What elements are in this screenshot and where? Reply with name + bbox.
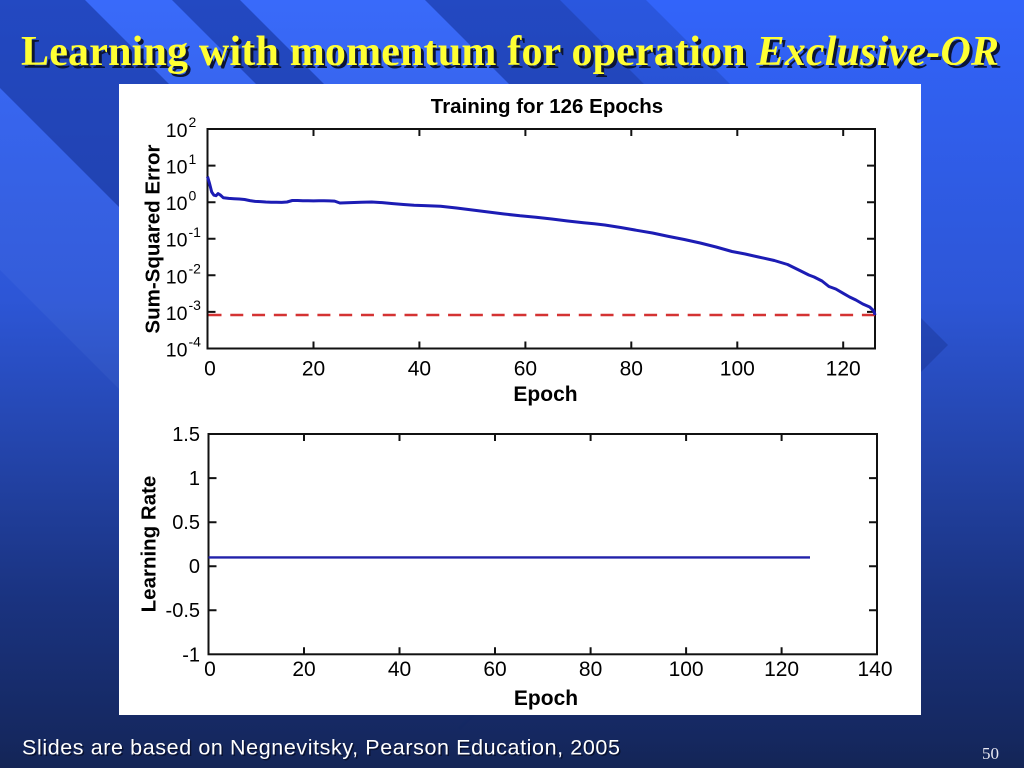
svg-text:-0.5: -0.5	[166, 600, 200, 622]
svg-text:1: 1	[189, 151, 197, 167]
svg-text:80: 80	[620, 358, 643, 381]
svg-text:Slides are based on Negnevitsk: Slides are based on Negnevitsky, Pearson…	[24, 737, 623, 761]
svg-text:10: 10	[166, 193, 188, 215]
svg-text:120: 120	[826, 358, 861, 381]
svg-text:60: 60	[514, 358, 537, 381]
svg-text:20: 20	[302, 358, 325, 381]
svg-text:0: 0	[204, 658, 216, 681]
svg-text:10: 10	[166, 340, 188, 362]
svg-text:Training for 126 Epochs: Training for 126 Epochs	[431, 95, 663, 118]
svg-text:10: 10	[166, 303, 188, 325]
svg-text:-3: -3	[189, 297, 202, 313]
svg-text:100: 100	[720, 358, 755, 381]
svg-text:80: 80	[579, 658, 602, 681]
svg-text:10: 10	[166, 157, 188, 179]
svg-text:0.5: 0.5	[172, 512, 200, 534]
svg-text:10: 10	[166, 120, 188, 142]
svg-text:10: 10	[166, 230, 188, 252]
svg-text:20: 20	[292, 658, 315, 681]
svg-text:1: 1	[189, 468, 200, 490]
svg-text:Learning Rate: Learning Rate	[138, 476, 161, 613]
svg-text:40: 40	[388, 658, 411, 681]
svg-text:Learning with momentum for ope: Learning with momentum for operation Exc…	[21, 29, 999, 75]
svg-text:40: 40	[408, 358, 431, 381]
svg-text:2: 2	[189, 114, 197, 130]
svg-text:-4: -4	[189, 334, 202, 350]
svg-text:100: 100	[669, 658, 704, 681]
svg-text:0: 0	[189, 556, 200, 578]
svg-text:Slides are based on Negnevitsk: Slides are based on Negnevitsky, Pearson…	[22, 736, 621, 760]
svg-text:50: 50	[982, 744, 999, 763]
svg-text:10: 10	[166, 266, 188, 288]
svg-text:60: 60	[483, 658, 506, 681]
svg-text:120: 120	[764, 658, 799, 681]
svg-text:0: 0	[189, 187, 197, 203]
svg-text:140: 140	[857, 658, 892, 681]
svg-text:Sum-Squared Error: Sum-Squared Error	[142, 144, 165, 333]
svg-text:-2: -2	[189, 261, 202, 277]
svg-text:Epoch: Epoch	[514, 687, 578, 710]
svg-text:-1: -1	[189, 224, 202, 240]
svg-text:-1: -1	[182, 644, 200, 666]
svg-text:1.5: 1.5	[172, 424, 200, 446]
svg-text:Learning with momentum for ope: Learning with momentum for operation Exc…	[24, 32, 1002, 78]
svg-text:Epoch: Epoch	[513, 383, 577, 406]
svg-text:0: 0	[204, 358, 216, 381]
